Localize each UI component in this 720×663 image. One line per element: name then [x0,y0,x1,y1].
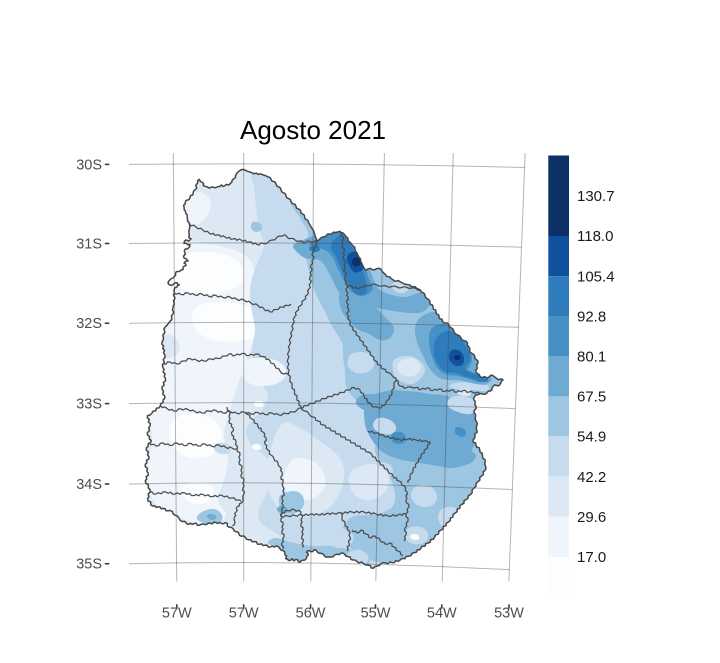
svg-text:80.1: 80.1 [577,349,606,366]
svg-text:54W: 54W [427,606,457,622]
svg-text:57W: 57W [229,606,259,622]
svg-text:56W: 56W [296,606,326,622]
svg-text:92.8: 92.8 [577,309,606,326]
svg-text:67.5: 67.5 [577,389,606,406]
svg-text:42.2: 42.2 [577,469,606,486]
svg-text:57W: 57W [162,606,192,622]
svg-text:118.0: 118.0 [577,228,613,245]
svg-text:54.9: 54.9 [577,429,606,446]
svg-text:30S: 30S [76,157,102,173]
svg-text:17.0: 17.0 [577,549,606,566]
svg-text:32S: 32S [76,316,102,332]
svg-text:130.7: 130.7 [577,188,615,205]
svg-text:31S: 31S [76,237,102,253]
svg-text:35S: 35S [76,557,102,573]
svg-text:33S: 33S [76,397,102,413]
svg-text:105.4: 105.4 [577,268,615,285]
svg-text:55W: 55W [361,606,391,622]
svg-text:53W: 53W [494,606,524,622]
svg-text:29.6: 29.6 [577,509,606,526]
svg-text:34S: 34S [76,477,102,493]
svg-text:Agosto 2021: Agosto 2021 [240,115,386,145]
